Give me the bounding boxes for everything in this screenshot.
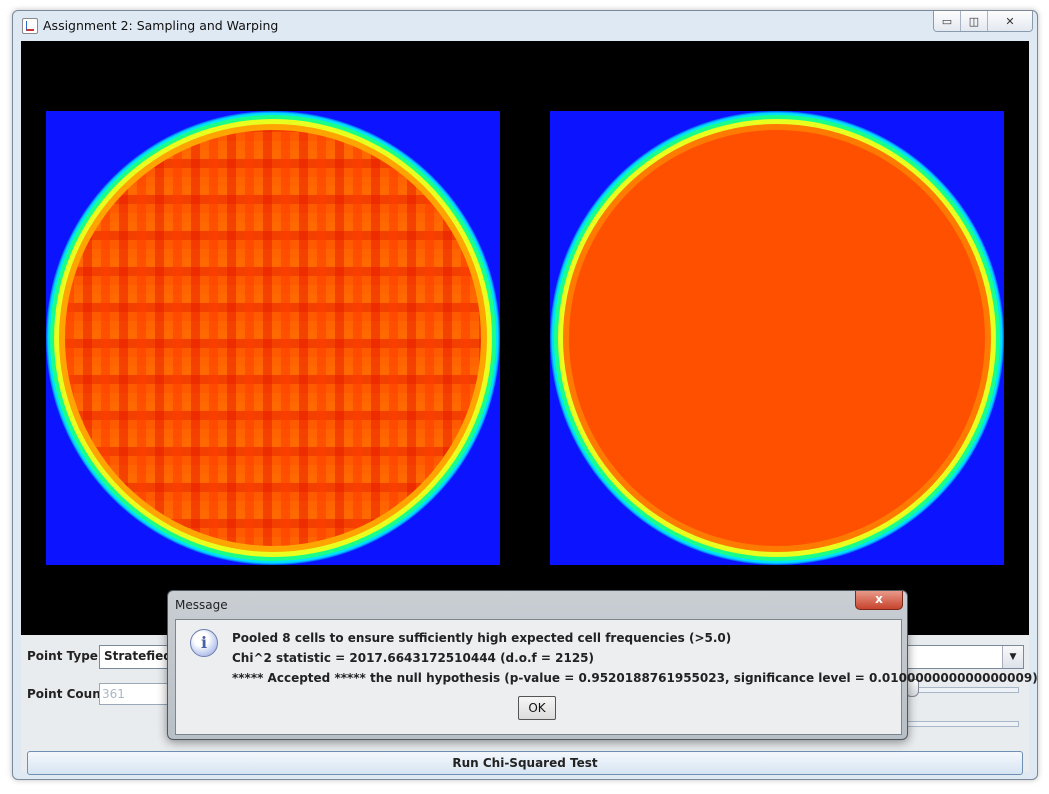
window-controls: ▭ ◫ ✕ [933, 11, 1033, 32]
observed-disk [65, 130, 481, 546]
message-line-result: ***** Accepted ***** the null hypothesis… [232, 671, 1038, 685]
main-window: Assignment 2: Sampling and Warping ▭ ◫ ✕… [12, 10, 1038, 780]
run-chi-squared-button[interactable]: Run Chi-Squared Test [27, 751, 1023, 775]
message-line-pooled: Pooled 8 cells to ensure sufficiently hi… [232, 631, 732, 645]
window-title: Assignment 2: Sampling and Warping [43, 18, 279, 33]
point-count-field[interactable]: 361 [99, 683, 171, 705]
java-app-icon [22, 18, 38, 34]
point-count-value: 361 [102, 687, 125, 701]
ok-button[interactable]: OK [518, 696, 556, 720]
observed-histogram [46, 111, 500, 565]
expected-histogram [550, 111, 1004, 565]
title-bar[interactable]: Assignment 2: Sampling and Warping ▭ ◫ ✕ [13, 11, 1037, 41]
dialog-close-button[interactable]: x [855, 591, 903, 610]
dialog-title: Message [175, 598, 228, 612]
point-type-value: Stratefied [104, 649, 172, 663]
message-dialog: Message x i Pooled 8 cells to ensure suf… [167, 590, 1038, 740]
dialog-body: i Pooled 8 cells to ensure sufficiently … [175, 619, 1038, 735]
chevron-down-icon[interactable]: ▼ [1002, 646, 1023, 668]
close-button[interactable]: ✕ [987, 11, 1032, 31]
expected-disk [569, 130, 985, 546]
point-count-label: Point Count: [27, 687, 112, 701]
histogram-canvas [21, 41, 1029, 635]
point-type-label: Point Type: [27, 649, 103, 663]
minimize-button[interactable]: ▭ [934, 11, 960, 31]
info-icon: i [190, 629, 218, 657]
maximize-button[interactable]: ◫ [960, 11, 987, 31]
message-line-statistic: Chi^2 statistic = 2017.6643172510444 (d.… [232, 651, 595, 665]
